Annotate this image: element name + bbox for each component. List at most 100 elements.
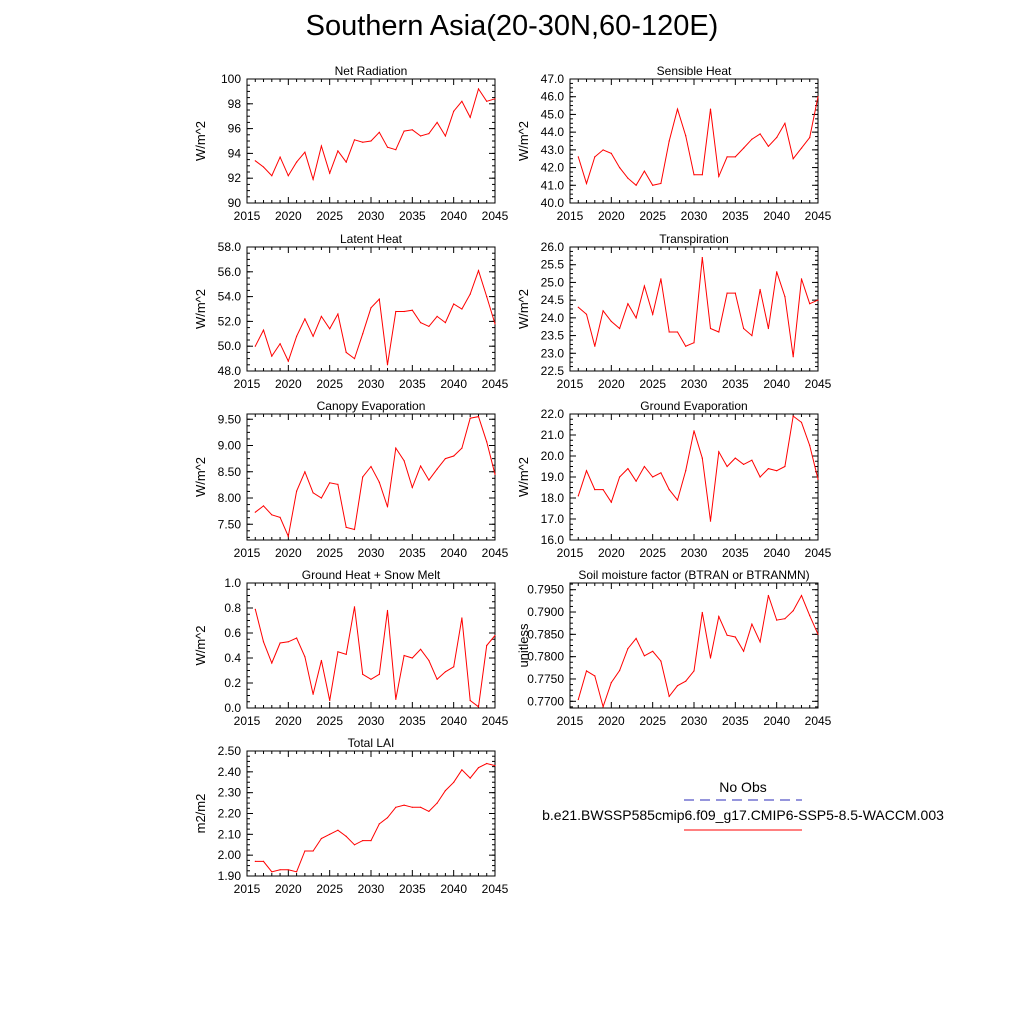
x-tick-label: 2025: [316, 546, 343, 560]
x-tick-label: 2035: [722, 546, 749, 560]
x-tick-label: 2045: [805, 377, 832, 391]
data-point: [817, 96, 819, 98]
y-tick-label: 24.0: [541, 311, 565, 325]
data-point: [428, 133, 430, 135]
data-point: [420, 322, 422, 324]
data-point: [444, 458, 446, 460]
data-point: [776, 619, 778, 621]
data-point: [685, 345, 687, 347]
data-point: [337, 651, 339, 653]
x-tick-label: 2045: [805, 546, 832, 560]
data-point: [362, 333, 364, 335]
data-point: [329, 328, 331, 330]
data-point: [428, 325, 430, 327]
data-point: [767, 327, 770, 330]
x-tick-label: 2025: [316, 882, 343, 896]
y-tick-label: 1.0: [224, 576, 241, 590]
x-tick-label: 2015: [234, 714, 261, 728]
x-tick-label: 2025: [316, 377, 343, 391]
data-point: [817, 633, 819, 635]
data-point: [759, 288, 761, 291]
data-point: [444, 671, 446, 673]
data-point: [792, 415, 794, 417]
data-point: [610, 152, 612, 154]
x-tick-label: 2030: [681, 209, 708, 223]
data-point: [345, 835, 347, 838]
data-point: [395, 310, 397, 313]
data-point: [693, 430, 695, 432]
data-point: [304, 151, 306, 153]
data-point: [453, 303, 455, 305]
x-tick-label: 2040: [440, 882, 467, 896]
y-tick-label: 41.0: [541, 178, 565, 192]
x-tick-label: 2035: [722, 714, 749, 728]
y-tick-label: 0.7800: [527, 650, 564, 664]
data-point: [428, 659, 430, 662]
y-tick-label: 25.5: [541, 258, 565, 272]
x-tick-label: 2040: [763, 714, 790, 728]
data-point: [668, 331, 670, 333]
x-tick-label: 2035: [399, 882, 426, 896]
panel-title: Latent Heat: [340, 232, 403, 246]
data-point: [386, 506, 389, 508]
data-point: [627, 648, 629, 650]
y-tick-label: 2.20: [218, 807, 242, 821]
data-point: [477, 767, 480, 769]
data-point: [751, 335, 753, 337]
data-point: [436, 802, 438, 804]
y-tick-label: 100: [221, 72, 241, 86]
data-point: [287, 641, 289, 643]
y-tick-label: 8.00: [218, 491, 242, 505]
data-point: [279, 869, 281, 871]
data-point: [734, 457, 736, 459]
y-tick-label: 26.0: [541, 240, 565, 254]
y-axis-label: W/m^2: [193, 289, 208, 329]
data-point: [395, 698, 397, 700]
data-point: [610, 501, 612, 503]
y-tick-label: 20.0: [541, 449, 565, 463]
data-point: [486, 644, 488, 647]
y-tick-label: 2.00: [218, 848, 242, 862]
data-point: [635, 317, 637, 319]
y-tick-label: 2.10: [218, 827, 242, 841]
data-point: [287, 360, 289, 362]
y-axis-label: m2/m2: [193, 794, 208, 834]
data-point: [428, 479, 430, 481]
data-point: [337, 150, 339, 152]
y-tick-label: 45.0: [541, 107, 565, 121]
data-point: [395, 149, 397, 151]
data-point: [809, 444, 811, 447]
data-point: [693, 670, 695, 672]
x-tick-label: 2040: [763, 546, 790, 560]
data-point: [329, 833, 331, 835]
data-point: [743, 147, 745, 149]
plot-frame: [246, 413, 496, 541]
y-tick-label: 0.7750: [527, 672, 564, 686]
panel-title: Sensible Heat: [657, 64, 732, 78]
data-point: [784, 465, 786, 468]
data-point: [660, 278, 662, 280]
data-point: [784, 122, 786, 124]
data-point: [378, 673, 380, 675]
series-line: [254, 87, 496, 182]
x-tick-label: 2045: [482, 882, 509, 896]
data-point: [660, 472, 662, 474]
data-point: [800, 594, 803, 597]
data-point: [403, 654, 405, 657]
y-tick-label: 0.4: [224, 651, 241, 665]
data-point: [428, 810, 430, 813]
plot-frame: [569, 246, 819, 372]
data-point: [718, 451, 720, 453]
data-point: [378, 823, 380, 825]
x-tick-label: 2020: [275, 209, 302, 223]
data-point: [594, 345, 596, 347]
data-point: [262, 641, 265, 643]
data-point: [734, 156, 736, 158]
data-point: [312, 693, 314, 695]
data-point: [668, 489, 670, 491]
data-point: [370, 140, 372, 142]
data-point: [370, 678, 372, 680]
y-tick-label: 50.0: [218, 339, 242, 353]
data-point: [594, 489, 596, 491]
x-tick-label: 2035: [399, 377, 426, 391]
